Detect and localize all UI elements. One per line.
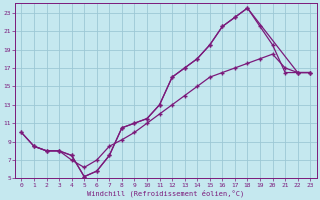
X-axis label: Windchill (Refroidissement éolien,°C): Windchill (Refroidissement éolien,°C)	[87, 189, 244, 197]
